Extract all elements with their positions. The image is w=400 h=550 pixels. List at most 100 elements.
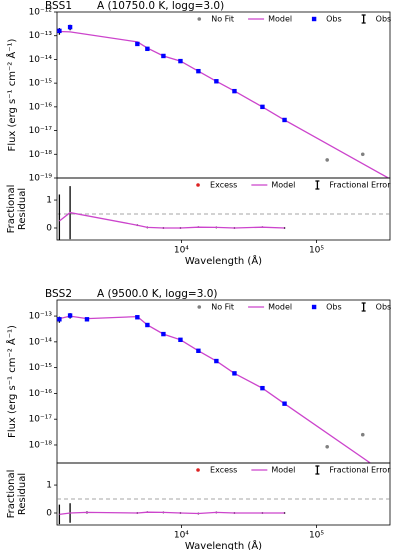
y-tick-label: 1 [46, 481, 52, 491]
model-line [57, 315, 371, 463]
obs-point [67, 24, 73, 30]
obs-point [84, 317, 90, 322]
point [325, 158, 329, 162]
legend-label: No Fit [211, 303, 234, 312]
obs-point [260, 104, 265, 110]
legend-label: Model [271, 466, 295, 475]
obs-point [57, 317, 62, 322]
plot-area [57, 24, 389, 178]
y-tick-label: 10⁻¹⁷ [29, 415, 53, 425]
obs-point [145, 46, 150, 52]
point [360, 152, 365, 157]
legend-label: No Fit [211, 15, 234, 24]
y-axis-label: Fractional [6, 470, 17, 519]
y-tick-label: 10⁻¹³ [29, 31, 53, 41]
legend-label: Fractional Error [329, 466, 391, 475]
legend: No Fit Model Obs Obs [197, 14, 392, 24]
plot-area [57, 186, 390, 240]
legend-label: Excess [210, 181, 237, 190]
model-line [58, 211, 285, 229]
obs-point [282, 117, 287, 123]
y-tick-label: 10⁻¹⁵ [29, 79, 53, 89]
legend-label: Obs [326, 303, 342, 312]
chart-subtitle: A (9500.0 K, logg=3.0) [97, 288, 218, 300]
y-tick-label: 10⁻¹⁴ [29, 55, 53, 65]
obs-point [214, 79, 219, 84]
obs-point [145, 322, 150, 328]
y-tick-label: 10⁻¹⁷ [29, 126, 53, 136]
point [325, 444, 329, 449]
y-axis-label: Fractional [6, 185, 17, 234]
obs-point [178, 58, 183, 64]
obs-point [135, 41, 140, 47]
y-tick-label: 10⁻¹⁶ [29, 389, 53, 399]
obs-point [282, 401, 287, 406]
x-tick-label: 10⁴ [174, 246, 189, 256]
legend: Excess Model Fractional Error [196, 180, 391, 190]
obs-point [178, 337, 183, 343]
y-axis-label: Flux (erg s⁻¹ cm⁻² Å⁻¹) [5, 38, 18, 151]
obs-point [57, 28, 62, 34]
x-tick-label: 10⁵ [309, 246, 324, 256]
legend-label: Obs [376, 15, 392, 24]
y-tick-label: 10⁻¹⁴ [29, 337, 53, 347]
legend-swatch [361, 14, 366, 24]
model-line [57, 30, 389, 178]
obs-point [232, 371, 237, 376]
y-tick-label: 10⁻¹⁸ [29, 440, 53, 450]
plot-frame [56, 177, 391, 241]
y-tick-label: 10⁻¹² [29, 8, 53, 18]
legend-swatch [197, 305, 202, 309]
legend-label: Excess [210, 466, 237, 475]
y-axis-label: Flux (erg s⁻¹ cm⁻² Å⁻¹) [5, 325, 18, 438]
obs-point [214, 358, 219, 364]
y-tick-label: 10⁻¹⁵ [29, 363, 53, 373]
legend-swatch [196, 183, 200, 187]
y-tick-label: 10⁻¹⁸ [29, 150, 53, 160]
obs-point [232, 88, 237, 94]
x-tick-label: 10⁴ [174, 531, 189, 541]
point [360, 432, 365, 437]
chart-title: BSS1 [45, 0, 72, 12]
legend-label: Obs [326, 15, 342, 24]
obs-point [196, 68, 201, 74]
legend-label: Model [268, 303, 292, 312]
obs-point [67, 313, 73, 318]
model-line [59, 511, 285, 516]
y-tick-label: 10⁻¹³ [29, 312, 53, 322]
chart-subtitle: A (10750.0 K, logg=3.0) [97, 0, 224, 12]
y-tick-label: 0 [46, 223, 52, 233]
legend-swatch [196, 468, 200, 472]
legend-label: Model [268, 15, 292, 24]
legend-swatch [197, 17, 202, 21]
y-tick-label: 10⁻¹⁹ [29, 174, 53, 184]
legend: No Fit Model Obs Obs [197, 302, 392, 312]
legend-swatch [315, 180, 320, 190]
obs-point [135, 315, 140, 320]
y-axis-label: Residual [17, 473, 28, 515]
legend-swatch [315, 465, 320, 475]
legend-swatch [311, 16, 317, 22]
plot-area [57, 313, 371, 463]
y-tick-label: 10⁻¹⁶ [29, 102, 53, 112]
legend-swatch [361, 302, 366, 312]
obs-point [260, 385, 265, 391]
x-axis-label: Wavelength (Å) [185, 539, 262, 550]
y-tick-label: 1 [46, 196, 52, 206]
plot-frame [56, 299, 391, 464]
legend-label: Fractional Error [329, 181, 391, 190]
plot-frame [56, 462, 391, 526]
obs-point [161, 331, 166, 337]
legend-swatch [311, 304, 317, 310]
legend: Excess Model Fractional Error [196, 465, 391, 475]
legend-label: Model [271, 181, 295, 190]
plot-area [57, 498, 390, 525]
chart-title: BSS2 [45, 288, 72, 300]
y-axis-label: Residual [17, 188, 28, 230]
x-tick-label: 10⁵ [309, 531, 324, 541]
y-tick-label: 0 [46, 508, 52, 518]
obs-point [161, 53, 166, 59]
x-axis-label: Wavelength (Å) [185, 254, 262, 267]
legend-label: Obs [376, 303, 392, 312]
